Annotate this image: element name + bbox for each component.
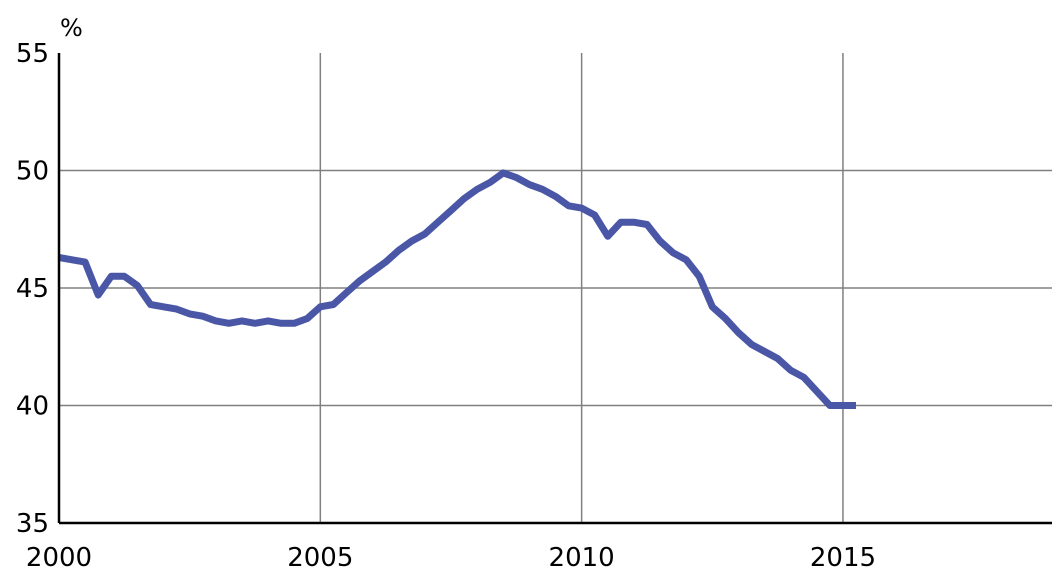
grid: [59, 53, 1052, 523]
series-layer: [58, 169, 856, 409]
y-tick-label-45: 45: [16, 274, 49, 304]
y-tick-label-55: 55: [16, 39, 49, 69]
y-tick-label-40: 40: [16, 392, 49, 422]
x-tick-label-2015: 2015: [810, 543, 876, 572]
series-line-0: [58, 169, 856, 409]
y-unit-label: %: [60, 14, 83, 42]
y-tick-label-35: 35: [16, 509, 49, 539]
axes: [57, 53, 1052, 525]
tick-labels: 35 40 45 50 55 2000 2005 2010 2015: [16, 39, 876, 572]
x-tick-label-2005: 2005: [287, 543, 353, 572]
x-tick-label-2010: 2010: [549, 543, 615, 572]
x-tick-label-2000: 2000: [26, 543, 92, 572]
y-tick-label-50: 50: [16, 157, 49, 187]
